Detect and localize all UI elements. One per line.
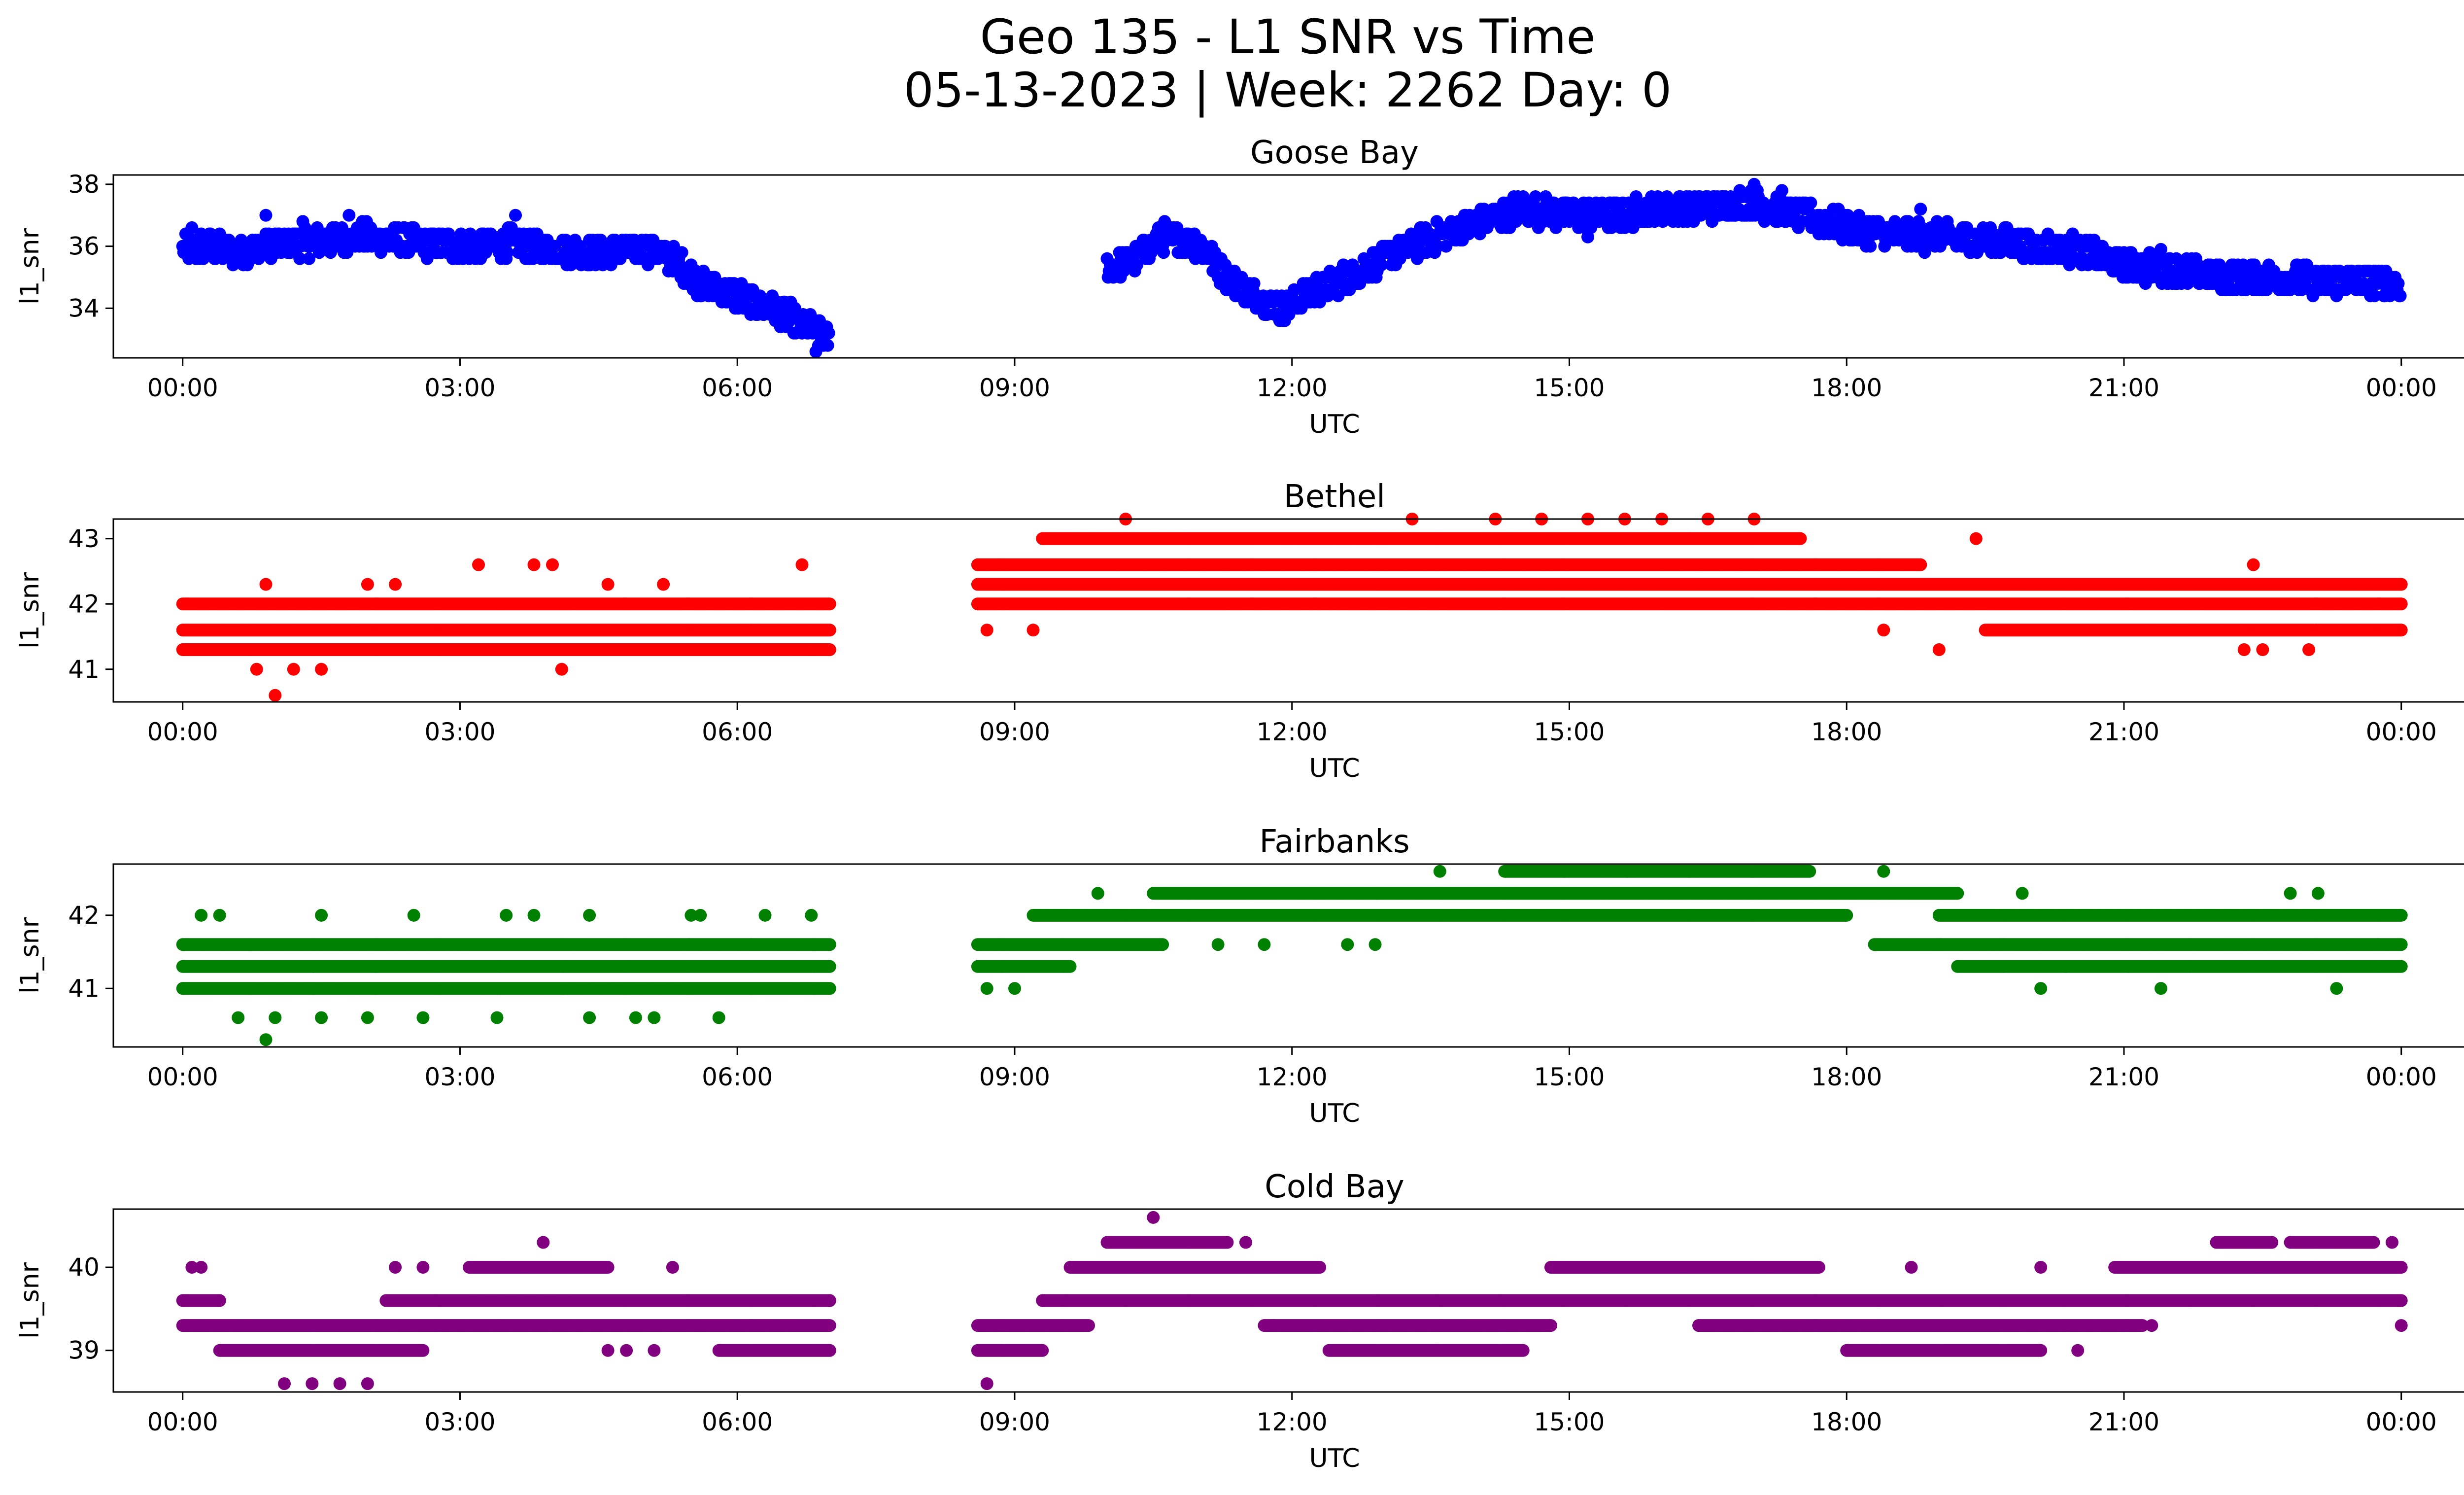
data-point [822, 326, 835, 340]
data-point [501, 246, 514, 259]
data-point [1864, 240, 1877, 253]
x-tick-label: 03:00 [424, 374, 495, 402]
data-point [185, 221, 199, 234]
series-points [176, 177, 2407, 358]
data-point [821, 339, 834, 352]
x-tick-label: 12:00 [1257, 374, 1328, 402]
series-points [176, 513, 2408, 702]
subplot-goose-bay: Goose Bay 00:00 03:00 06:00 09:00 12:00 15:00 1… [15, 135, 2464, 439]
data-point [809, 345, 822, 358]
data-point [823, 597, 836, 611]
x-tick-label: 06:00 [702, 374, 773, 402]
data-point [675, 246, 688, 259]
data-point [303, 252, 316, 265]
data-point [1247, 277, 1261, 290]
data-point [1804, 196, 1817, 209]
data-point [509, 209, 522, 222]
data-point [1914, 203, 1927, 216]
x-axis-label: UTC [1309, 410, 1360, 439]
subplot-title: Bethel [1284, 479, 1385, 515]
x-tick-label: 18:00 [1811, 374, 1882, 402]
data-point [1507, 190, 1520, 203]
x-tick-label: 21:00 [2088, 374, 2159, 402]
data-point [795, 326, 809, 340]
figure-title-line2: 05-13-2023 | Week: 2262 Day: 0 [903, 63, 1672, 118]
data-point [1130, 258, 1143, 272]
y-tick-label: 34 [68, 294, 100, 322]
y-tick-label: 36 [68, 232, 100, 261]
data-point [823, 624, 836, 637]
x-tick-label: 00:00 [147, 374, 218, 402]
data-point [296, 215, 309, 228]
data-point [1581, 230, 1594, 243]
data-point [342, 209, 356, 222]
data-point [823, 643, 836, 656]
data-point [2394, 289, 2407, 303]
data-point [259, 209, 273, 222]
x-tick-label: 09:00 [979, 374, 1050, 402]
y-tick-label: 38 [68, 170, 100, 199]
figure-title-line1: Geo 135 - L1 SNR vs Time [980, 9, 1596, 65]
data-point [689, 264, 702, 278]
data-point [1157, 246, 1170, 259]
subplot-title: Goose Bay [1250, 135, 1419, 171]
data-point [1747, 177, 1761, 191]
data-point [2155, 243, 2167, 256]
data-point [1170, 221, 1184, 234]
data-point [1775, 184, 1788, 197]
x-tick-label: 00:00 [2366, 374, 2437, 402]
data-point [1276, 314, 1289, 327]
x-tick-label: 15:00 [1534, 374, 1605, 402]
y-axis-label: l1_snr [15, 228, 45, 305]
data-point [2392, 277, 2405, 290]
data-point [293, 252, 307, 265]
data-point [2395, 624, 2408, 637]
